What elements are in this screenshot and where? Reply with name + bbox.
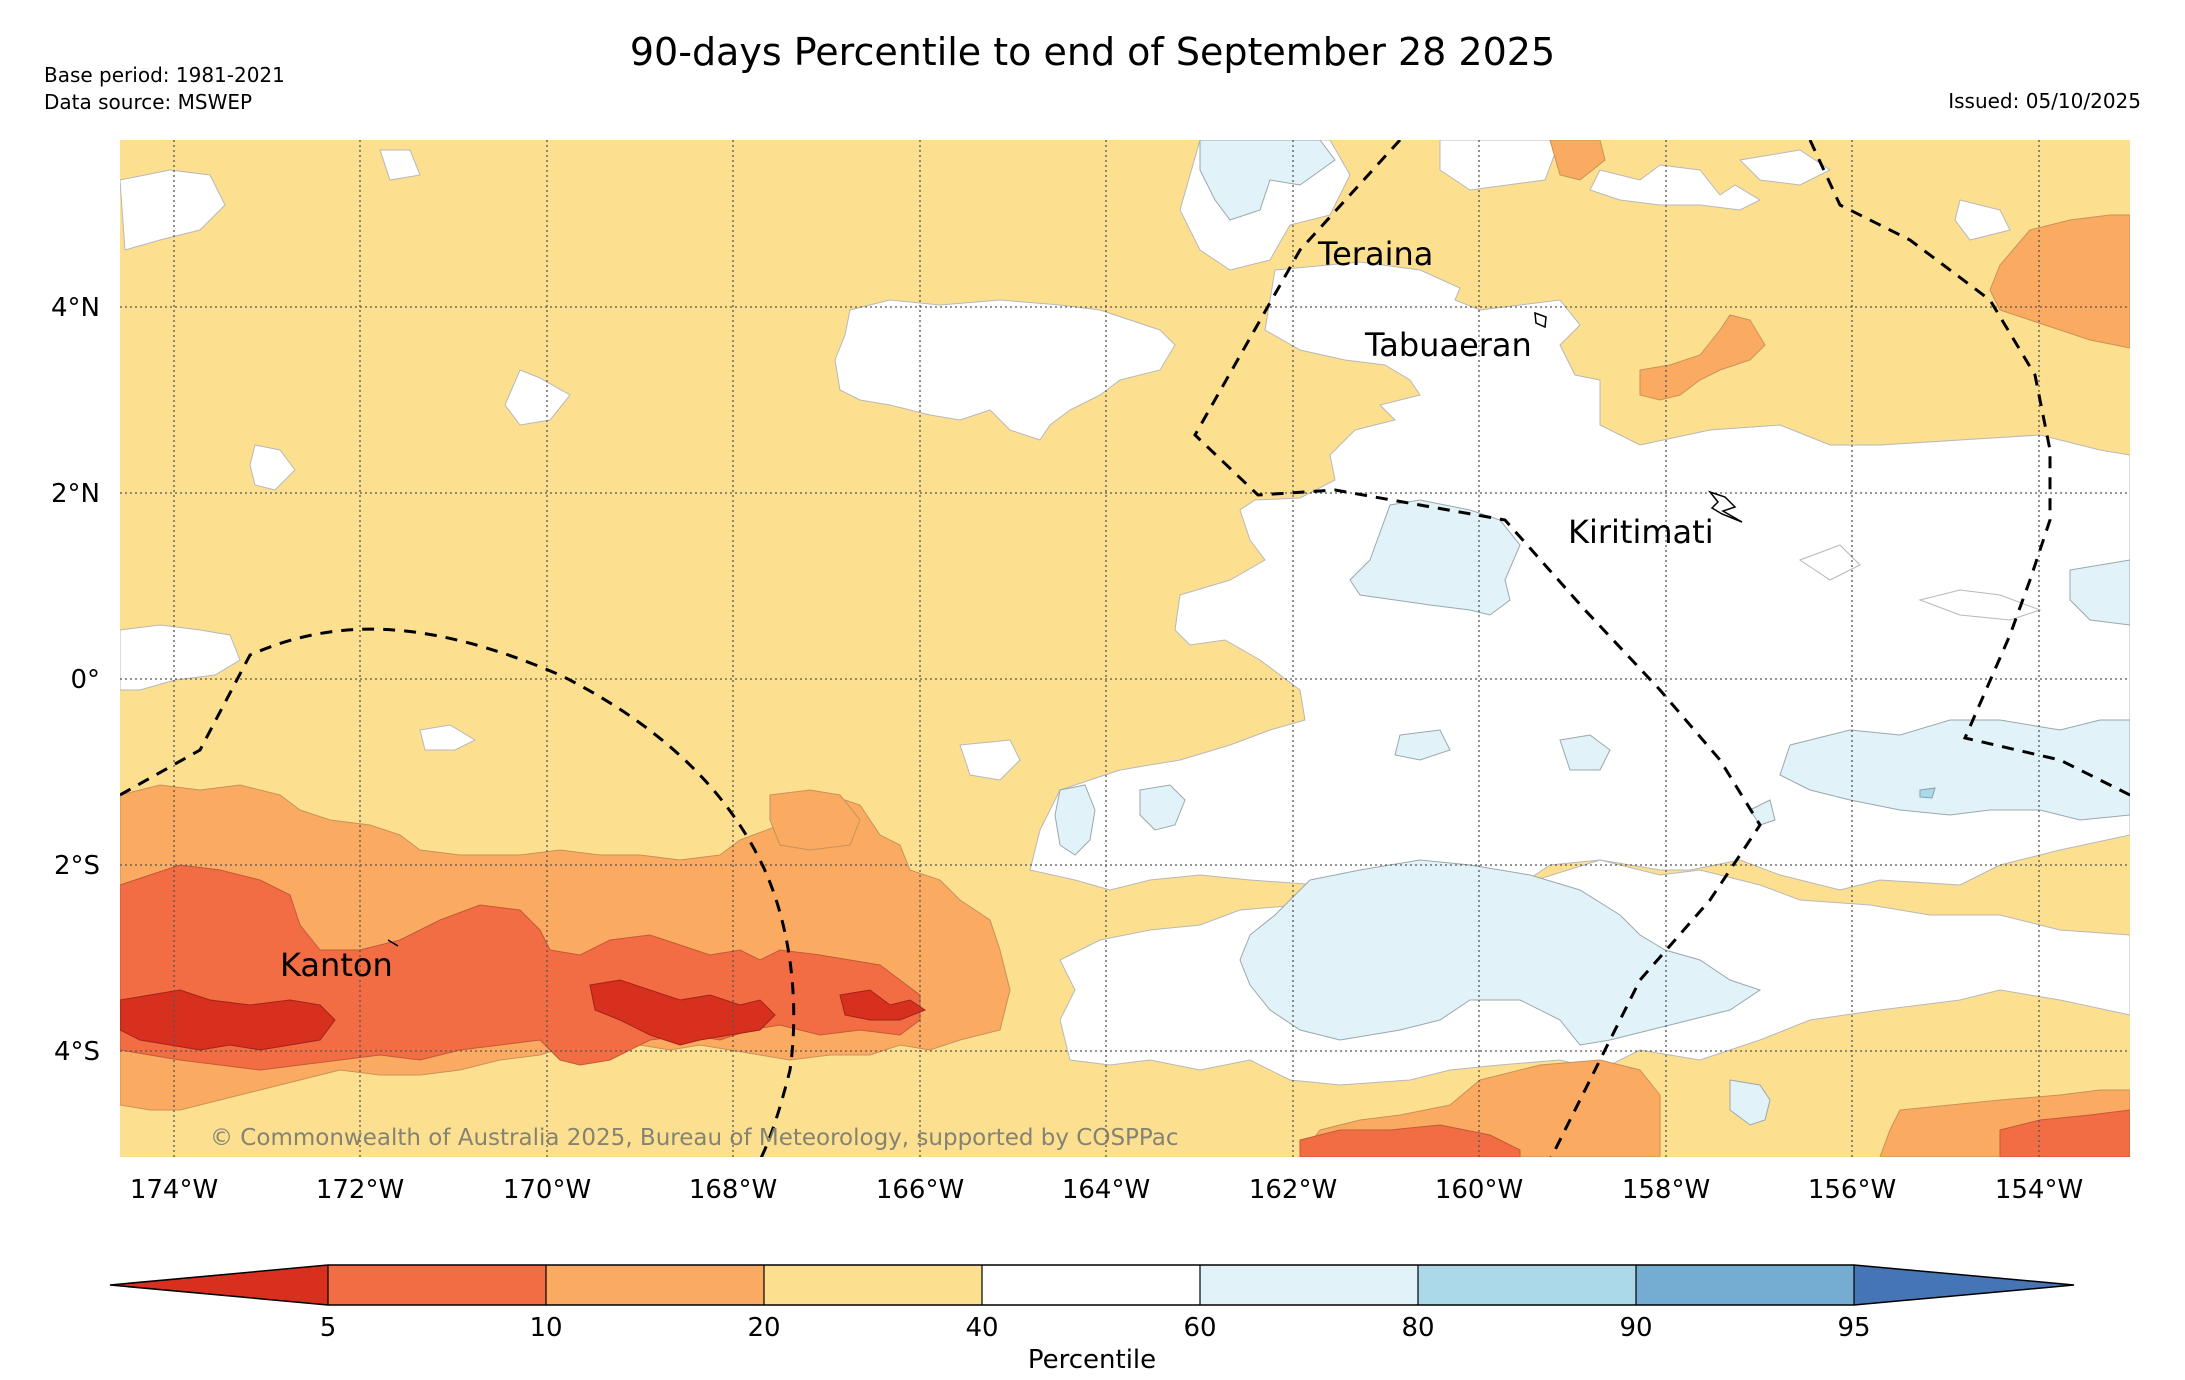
lon-label: 162°W (1249, 1175, 1337, 1205)
colorbar-label: Percentile (1028, 1345, 1156, 1375)
colorbar-ticks: 5 10 20 40 60 80 90 95 (320, 1313, 1871, 1343)
lon-label: 158°W (1622, 1175, 1710, 1205)
region-80-90 (1919, 787, 1936, 799)
colorbar: 5 10 20 40 60 80 90 95 Percentile (109, 1264, 2075, 1375)
island-outlines (387, 311, 1743, 947)
lon-label: 174°W (130, 1175, 218, 1205)
colorbar-tick: 20 (747, 1313, 780, 1343)
map-title: 90-days Percentile to end of September 2… (629, 30, 1556, 74)
kiritimati-island (1707, 490, 1743, 523)
kanton-island (387, 939, 399, 947)
lon-label: 160°W (1435, 1175, 1523, 1205)
lat-label: 2°N (51, 479, 100, 509)
colorbar-tick: 95 (1837, 1313, 1870, 1343)
colorbar-dividers (327, 1265, 1855, 1305)
lon-label: 164°W (1062, 1175, 1150, 1205)
colorbar-lt5 (110, 1265, 328, 1305)
lat-label: 4°N (51, 293, 100, 323)
lon-label: 170°W (503, 1175, 591, 1205)
lat-label: 4°S (54, 1037, 100, 1067)
label-kiritimati: Kiritimati (1568, 513, 1714, 551)
colorbar-gt95 (1854, 1265, 2074, 1305)
colorbar-5-10 (328, 1265, 546, 1305)
colorbar-20-40 (764, 1265, 982, 1305)
base-period: Base period: 1981-2021 (44, 63, 285, 87)
colorbar-tick: 10 (529, 1313, 562, 1343)
colorbar-60-80 (1200, 1265, 1418, 1305)
colorbar-tick: 5 (320, 1313, 337, 1343)
colorbar-tick: 40 (965, 1313, 998, 1343)
data-source: Data source: MSWEP (44, 90, 253, 114)
lon-label: 168°W (689, 1175, 777, 1205)
place-labels: Teraina Tabuaeran Kiritimati Kanton (280, 235, 1714, 984)
issued-date: Issued: 05/10/2025 (1948, 89, 2141, 113)
colorbar-90-95 (1636, 1265, 1854, 1305)
label-kanton: Kanton (280, 946, 393, 984)
graticule (120, 140, 2130, 1157)
colorbar-tick: 80 (1401, 1313, 1434, 1343)
map-metadata: Base period: 1981-2021 Data source: MSWE… (44, 62, 285, 116)
colorbar-80-90 (1418, 1265, 1636, 1305)
tabuaeran-island (1534, 311, 1547, 329)
regions-60-80 (1054, 140, 2130, 1136)
latitude-labels: 4°N 2°N 0° 2°S 4°S (51, 293, 100, 1067)
map-plot-area: Teraina Tabuaeran Kiritimati Kanton © Co… (120, 140, 2130, 1157)
colorbar-tick: 60 (1183, 1313, 1216, 1343)
lon-label: 166°W (876, 1175, 964, 1205)
lat-label: 0° (70, 665, 100, 695)
colorbar-10-20 (546, 1265, 764, 1305)
label-tabuaeran: Tabuaeran (1364, 326, 1532, 364)
colorbar-tick: 90 (1619, 1313, 1652, 1343)
lon-label: 156°W (1808, 1175, 1896, 1205)
label-teraina: Teraina (1317, 235, 1433, 273)
copyright-notice: © Commonwealth of Australia 2025, Bureau… (210, 1125, 1179, 1151)
lat-label: 2°S (54, 851, 100, 881)
longitude-labels: 174°W 172°W 170°W 168°W 166°W 164°W 162°… (130, 1175, 2083, 1205)
eez-boundaries (120, 140, 2130, 1157)
lon-label: 154°W (1995, 1175, 2083, 1205)
colorbar-40-60 (982, 1265, 1200, 1305)
lon-label: 172°W (316, 1175, 404, 1205)
